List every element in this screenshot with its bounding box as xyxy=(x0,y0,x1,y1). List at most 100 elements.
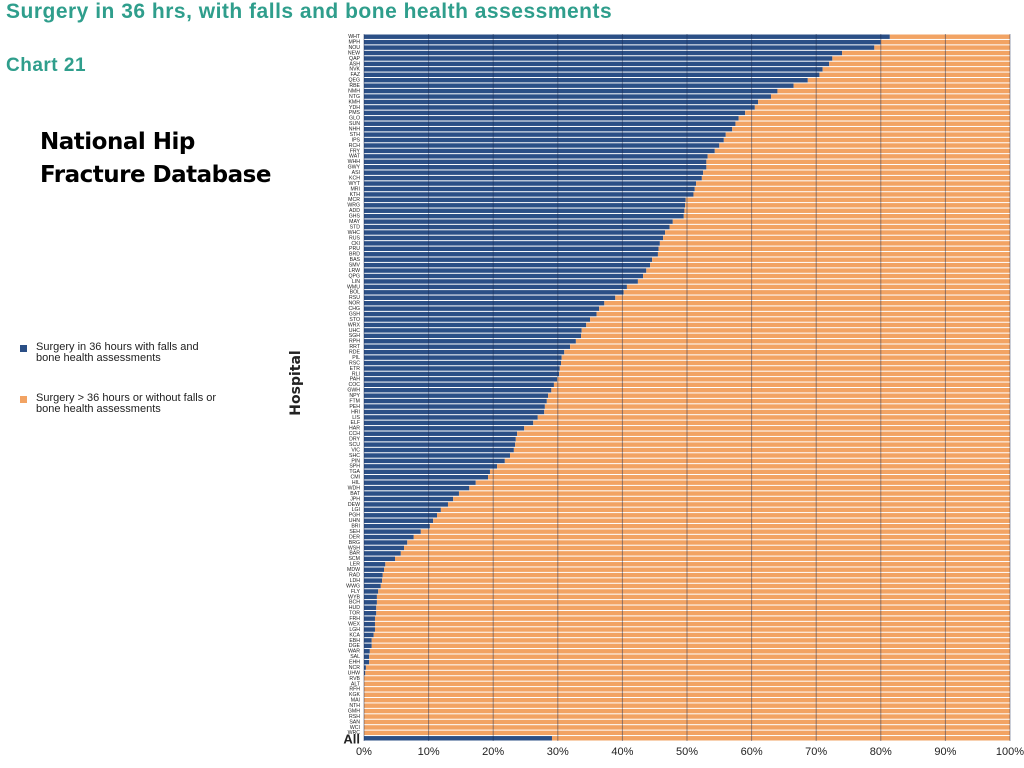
y-tick-label: SAN xyxy=(349,719,360,725)
bar-segment xyxy=(703,170,1010,175)
bar-segment xyxy=(364,725,1010,730)
bar-segment xyxy=(544,409,1010,415)
bar-segment xyxy=(364,241,660,246)
y-tick-label: ELF xyxy=(350,420,360,426)
legend-label: Surgery in 36 hours with falls and bone … xyxy=(36,341,199,364)
bar-segment xyxy=(880,39,1010,45)
bar-segment xyxy=(364,594,377,600)
bar-segment xyxy=(364,116,739,121)
bar-segment xyxy=(364,366,560,371)
bar-segment xyxy=(652,257,1010,262)
bar-segment xyxy=(376,594,1010,600)
bar-segment xyxy=(364,583,381,589)
bar-segment xyxy=(364,513,437,518)
y-tick-label: RVB xyxy=(349,676,360,682)
bar-segment xyxy=(364,616,375,621)
bar-segment xyxy=(364,670,366,676)
bar-segment xyxy=(735,121,1010,126)
y-tick-label: RUS xyxy=(349,235,360,241)
y-tick-label: QAP xyxy=(349,56,360,62)
bar-segment xyxy=(364,371,560,377)
bar-segment xyxy=(533,420,1010,426)
y-tick-label: CKI xyxy=(351,241,360,247)
bar-segment xyxy=(447,502,1011,507)
y-tick-label: RSH xyxy=(349,714,360,720)
y-tick-label: GLO xyxy=(349,116,360,122)
y-tick-label: RBE xyxy=(349,83,360,89)
y-tick-label: STO xyxy=(349,317,360,323)
bar-segment xyxy=(364,224,670,230)
y-tick-label: FLY xyxy=(351,589,361,595)
bar-segment xyxy=(489,469,1011,475)
bar-segment xyxy=(683,213,1010,219)
bar-segment xyxy=(364,45,875,50)
y-tick-label: PAH xyxy=(350,377,361,383)
y-tick-label: RFH xyxy=(349,687,360,693)
y-tick-label: MAI xyxy=(351,698,360,704)
bar-segment xyxy=(380,583,1010,589)
y-tick-label: RRT xyxy=(349,344,360,350)
y-tick-label: DRY xyxy=(349,437,360,443)
annotation: National Hip Fracture Database xyxy=(40,129,271,188)
bar-segment xyxy=(364,306,600,311)
y-tick-label: ASH xyxy=(349,61,360,67)
bar-segment xyxy=(561,355,1010,360)
bar-segment xyxy=(378,589,1010,594)
bar-segment xyxy=(364,447,514,453)
bar-segment xyxy=(365,665,1010,670)
y-tick-label: WHC xyxy=(348,230,361,236)
y-tick-label: DER xyxy=(349,534,360,540)
bar-segment xyxy=(626,284,1010,290)
bar-segment xyxy=(364,295,616,300)
bar-segment xyxy=(685,203,1010,208)
bar-segment xyxy=(669,224,1010,230)
bar-segment xyxy=(714,148,1010,154)
bar-segment xyxy=(672,219,1010,224)
y-tick-label: WSH xyxy=(348,545,360,551)
bar-segment xyxy=(364,436,516,442)
bar-segment xyxy=(364,208,685,213)
bar-segment xyxy=(819,72,1010,78)
y-tick-label: HUD xyxy=(349,605,360,611)
bar-segment xyxy=(364,442,516,447)
bar-segment xyxy=(364,687,1010,692)
y-tick-label: RSU xyxy=(349,295,360,301)
y-tick-label: WYT xyxy=(348,181,360,187)
bar-segment xyxy=(364,496,454,502)
y-tick-label: TGA xyxy=(349,469,360,475)
bar-segment xyxy=(453,496,1010,502)
bar-segment xyxy=(364,344,571,349)
x-tick-label: 30% xyxy=(547,746,569,758)
bar-segment xyxy=(364,632,374,638)
y-tick-label: WMU xyxy=(347,284,360,290)
y-tick-label: CHG xyxy=(348,306,360,312)
bar-segment xyxy=(364,638,372,643)
bar-segment xyxy=(364,203,686,208)
y-tick-label: NVK xyxy=(349,67,360,73)
bar-segment xyxy=(745,110,1010,116)
y-tick-label: GHS xyxy=(349,214,361,220)
bar-segment xyxy=(371,638,1010,643)
y-tick-label: NOU xyxy=(348,45,360,51)
bar-segment xyxy=(524,426,1010,431)
bar-segment xyxy=(364,610,377,616)
y-tick-label: COC xyxy=(348,382,360,388)
bar-segment xyxy=(665,230,1010,235)
bar-segment xyxy=(429,523,1011,529)
bar-segment xyxy=(364,388,552,393)
bar-segment xyxy=(374,627,1010,632)
bar-segment xyxy=(364,572,383,578)
bar-segment xyxy=(822,67,1010,72)
bar-segment xyxy=(400,551,1010,556)
y-tick-label: SCM xyxy=(348,556,360,562)
y-tick-label: WHT xyxy=(348,34,361,40)
bar-segment xyxy=(364,83,794,88)
y-tick-label: HRI xyxy=(351,409,360,415)
bar-segment xyxy=(793,83,1010,88)
y-tick-label: KTH xyxy=(350,192,361,198)
x-tick-label: 90% xyxy=(934,746,956,758)
bar-segment xyxy=(364,649,370,654)
bar-segment xyxy=(513,447,1010,453)
bar-segment xyxy=(646,268,1010,273)
